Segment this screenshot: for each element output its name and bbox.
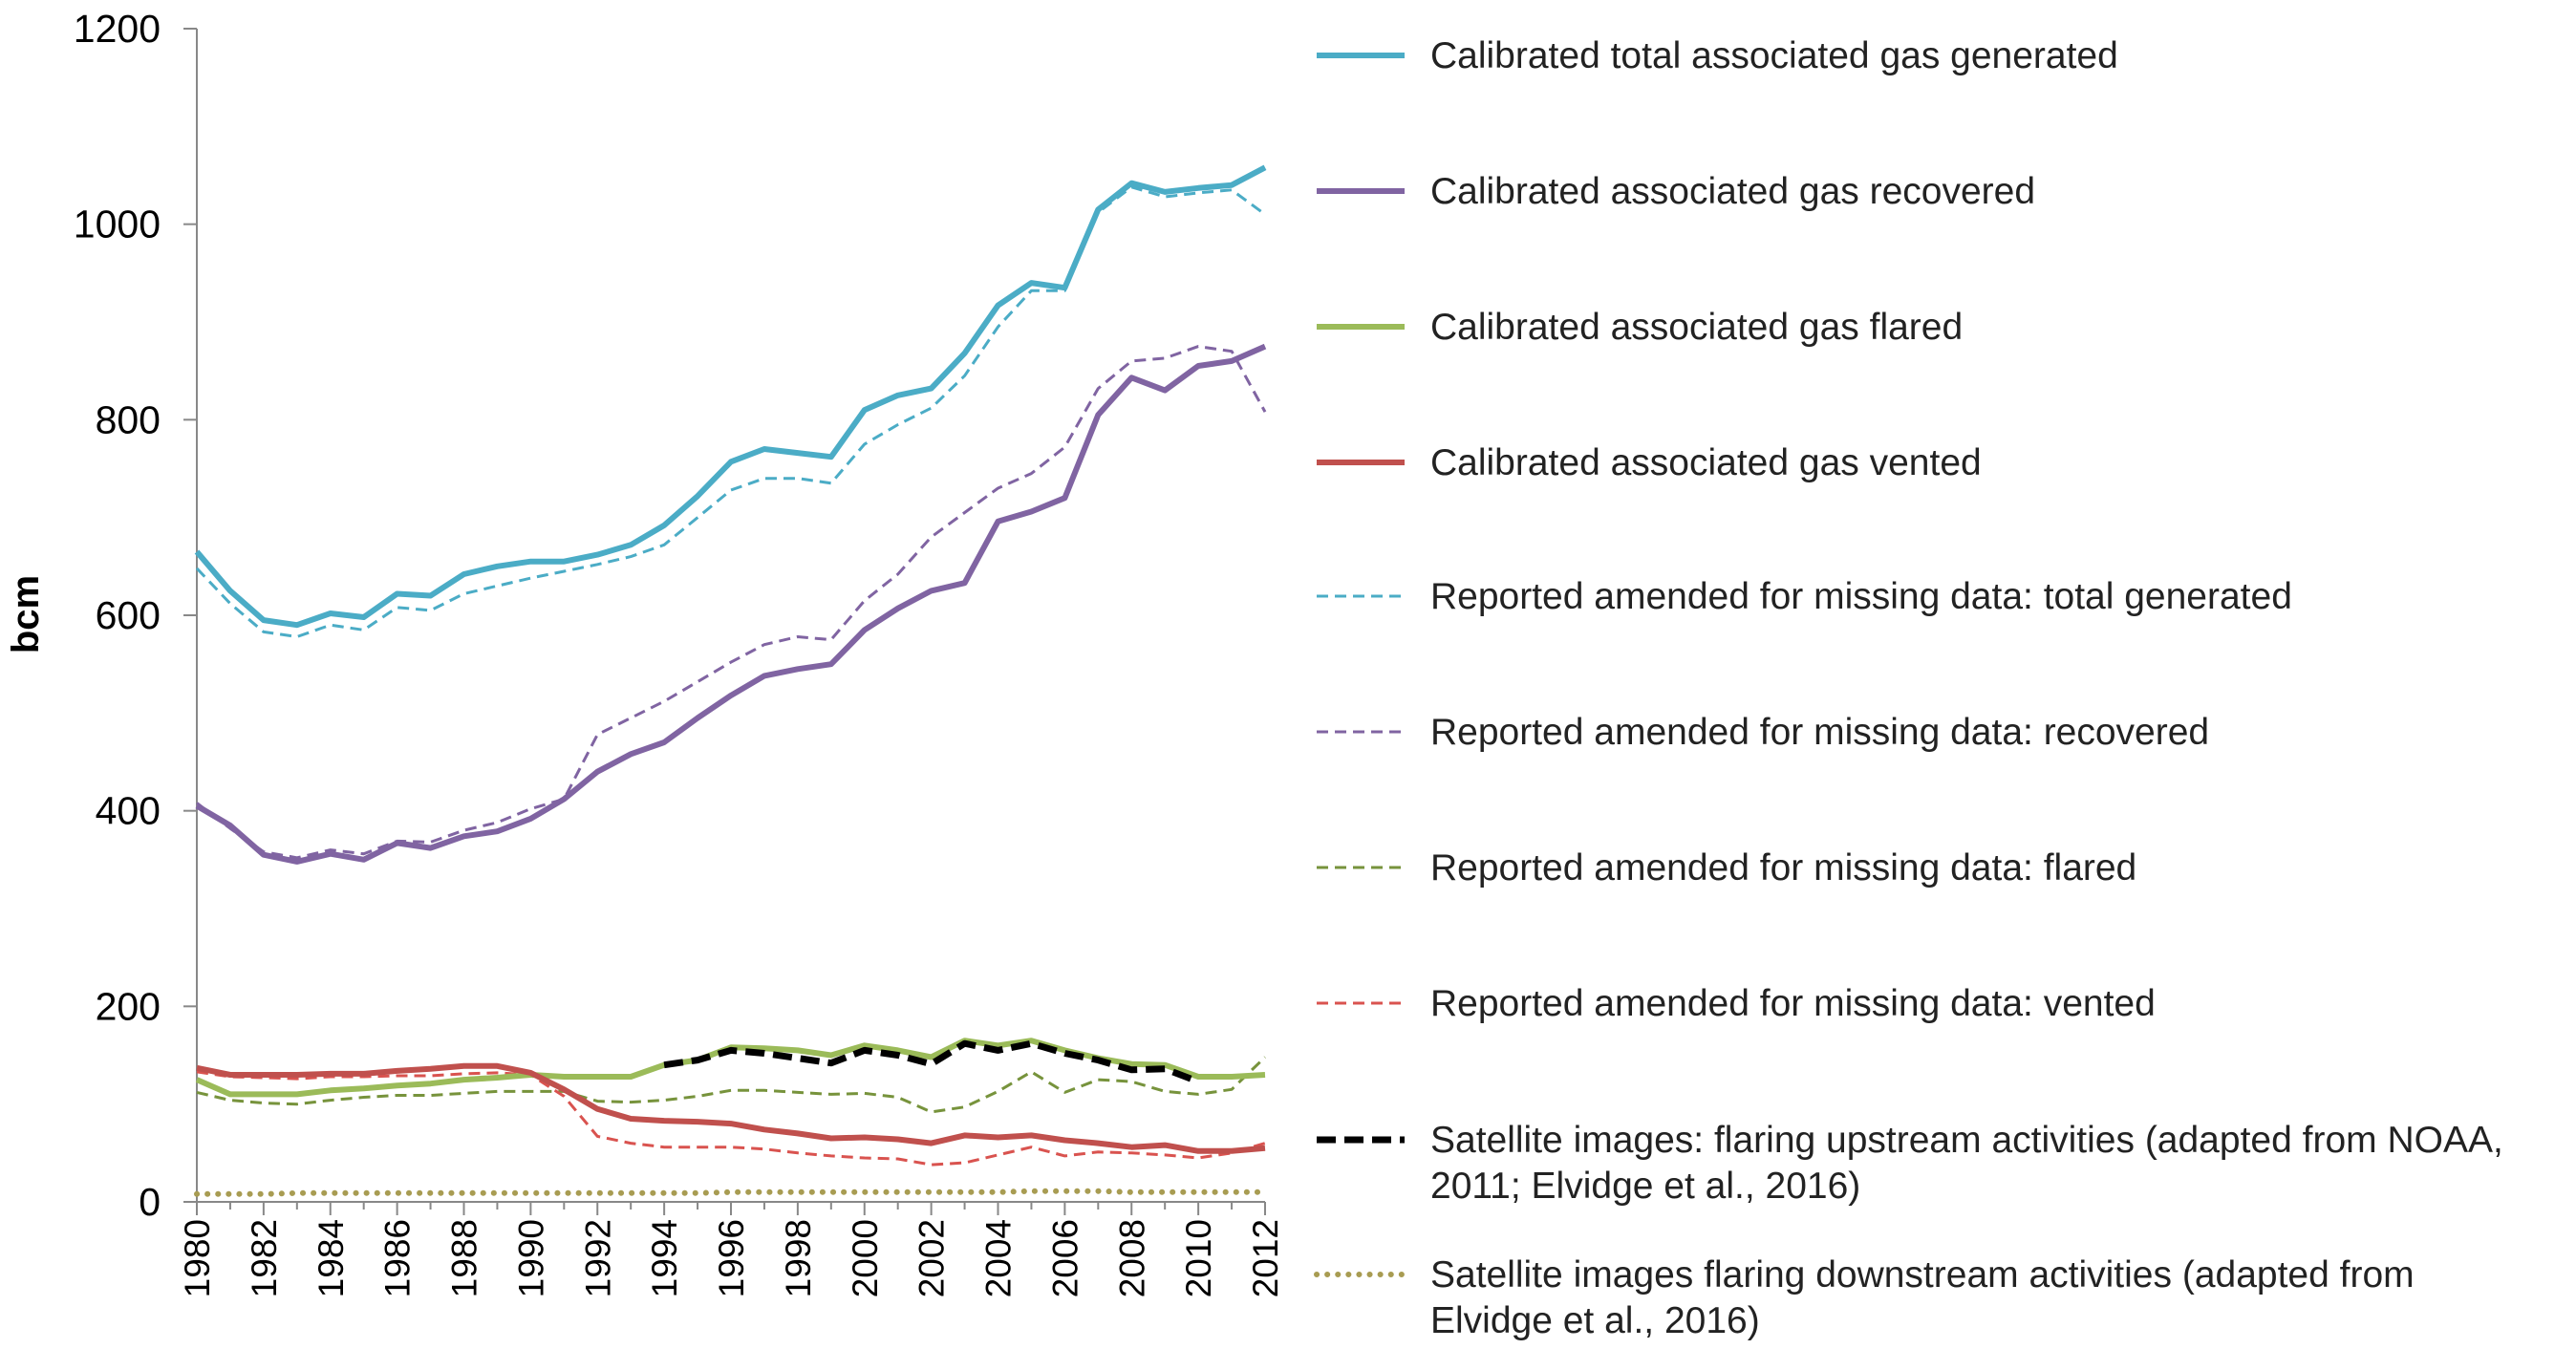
legend-label-10: Satellite images flaring downstream acti…	[1430, 1254, 2415, 1341]
x-tick-label: 2000	[846, 1219, 885, 1297]
x-tick-label: 1994	[645, 1219, 684, 1297]
x-ticks: 1980 1982 1984 1986 1988 1990 1992 1994 1996 1998…	[178, 1202, 1285, 1297]
legend-label-3: Calibrated associated gas flared	[1430, 307, 1963, 348]
x-tick-label: 2002	[912, 1219, 952, 1297]
series-line-4	[196, 1062, 1266, 1154]
x-tick-label: 1988	[445, 1219, 484, 1297]
legend-label-1: Calibrated total associated gas generate…	[1430, 35, 2118, 76]
series-line-1	[194, 164, 1267, 629]
x-tick-label: 1984	[311, 1219, 351, 1297]
series-group	[194, 164, 1268, 1197]
x-tick-label: 1996	[712, 1219, 751, 1297]
x-tick-label: 2012	[1246, 1219, 1285, 1297]
y-tick-label: 1000	[74, 203, 161, 246]
x-tick-label: 1992	[578, 1219, 617, 1297]
y-tick-label: 800	[96, 397, 161, 441]
legend-label-9: Satellite images: flaring upstream activ…	[1430, 1120, 2503, 1207]
legend-label-8: Reported amended for missing data: vente…	[1430, 983, 2156, 1024]
legend-label-4: Calibrated associated gas vented	[1430, 442, 1982, 483]
legend-label-7: Reported amended for missing data: flare…	[1430, 847, 2136, 889]
series-line-9	[663, 1039, 1200, 1085]
x-tick-label: 1982	[245, 1219, 284, 1297]
y-tick-label: 200	[96, 984, 161, 1028]
series-line-5	[195, 185, 1266, 638]
x-tick-label: 1998	[779, 1219, 818, 1297]
y-tick-label: 600	[96, 593, 161, 637]
y-tick-label: 1200	[74, 7, 161, 51]
x-tick-label: 1990	[511, 1219, 550, 1297]
series-line-8	[196, 1070, 1266, 1167]
series-line-2	[195, 343, 1267, 865]
legend: Calibrated total associated gas generate…	[1314, 35, 2503, 1341]
legend-label-2: Calibrated associated gas recovered	[1430, 171, 2035, 212]
y-tick-label: 0	[139, 1180, 161, 1224]
x-tick-label: 2008	[1112, 1219, 1151, 1297]
y-tick-label: 400	[96, 789, 161, 833]
series-line-10	[194, 1188, 1268, 1197]
x-tick-label: 2010	[1179, 1219, 1218, 1297]
x-tick-label: 2004	[979, 1219, 1019, 1297]
legend-label-5: Reported amended for missing data: total…	[1430, 576, 2292, 617]
x-tick-label: 2006	[1045, 1219, 1084, 1297]
series-line-6	[196, 345, 1267, 860]
legend-label-6: Reported amended for missing data: recov…	[1430, 712, 2209, 753]
y-ticks: 0 200 400 600 800 1000 1200	[74, 7, 197, 1224]
y-axis-label: bcm	[5, 575, 47, 653]
series-line-7	[196, 1056, 1267, 1114]
x-tick-label: 1980	[178, 1219, 217, 1297]
x-tick-label: 1986	[378, 1219, 418, 1297]
